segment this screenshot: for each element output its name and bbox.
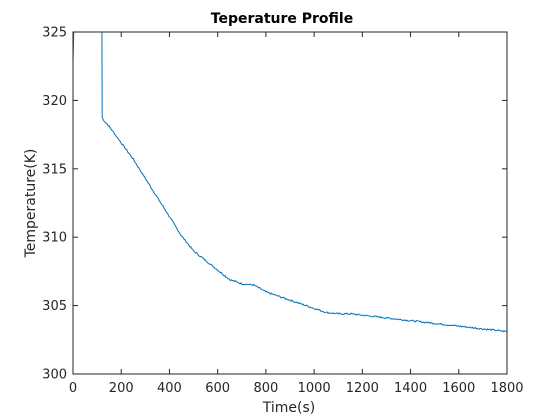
x-tick-label: 800 <box>253 381 278 396</box>
y-axis-label: Temperature(K) <box>23 149 39 259</box>
series-line <box>72 31 508 333</box>
x-tick-label: 1200 <box>346 381 379 396</box>
x-tick-label: 200 <box>109 381 134 396</box>
x-tick-label: 1000 <box>298 381 331 396</box>
x-tick-label: 600 <box>205 381 230 396</box>
x-tick-label: 1800 <box>490 381 523 396</box>
x-tick-label: 0 <box>69 381 77 396</box>
plot-area <box>72 31 508 375</box>
y-axis-ticks: 300 305 310 315 320 325 <box>42 26 507 383</box>
x-tick-label: 1600 <box>442 381 475 396</box>
y-tick-label: 320 <box>42 94 67 109</box>
chart-title: Teperature Profile <box>211 11 353 27</box>
x-axis-label: Time(s) <box>262 400 315 416</box>
x-tick-label: 1400 <box>394 381 427 396</box>
axes-background <box>73 32 507 374</box>
y-tick-label: 325 <box>42 26 67 41</box>
axes-box <box>72 31 508 375</box>
y-tick-label: 310 <box>42 231 67 246</box>
x-axis-ticks: 0 200 400 600 800 1000 1200 1400 1600 1800 <box>69 32 524 396</box>
y-tick-label: 300 <box>42 368 67 383</box>
x-tick-label: 400 <box>157 381 182 396</box>
y-tick-label: 315 <box>42 162 67 177</box>
y-tick-label: 305 <box>42 299 67 314</box>
